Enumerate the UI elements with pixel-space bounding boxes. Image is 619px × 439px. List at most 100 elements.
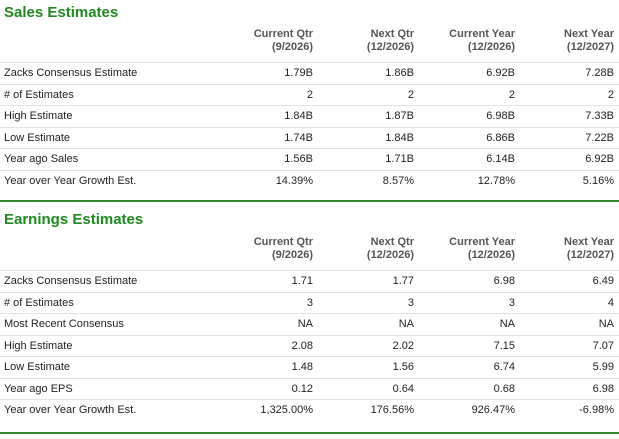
header-line: (12/2027) — [566, 41, 614, 53]
cell: 6.92B — [486, 67, 515, 79]
cell: 5.99 — [592, 361, 614, 373]
table-row: # of Estimates 3 3 3 4 — [0, 291, 619, 314]
header-line: (12/2026) — [366, 249, 414, 261]
row-label: Year ago Sales — [4, 153, 79, 165]
table-row: Year over Year Growth Est. 14.39% 8.57% 12.… — [0, 169, 619, 192]
header-line: Current Year — [449, 236, 515, 248]
cell: 1.77 — [392, 275, 414, 287]
cell: 0.64 — [392, 382, 414, 395]
table-row: Year ago Sales 1.56B 1.71B 6.14B 6.92B — [0, 148, 619, 170]
cell: 1.56 — [392, 361, 414, 373]
cell: 926.47% — [471, 404, 515, 416]
header-row: Current Qtr (9/2026) Next Qtr (12/2026) Curr… — [0, 234, 619, 270]
cell: 6.14B — [486, 153, 515, 165]
row-label: High Estimate — [4, 110, 73, 122]
column-header: Next Qtr (12/2026) — [317, 28, 418, 62]
row-label: Year over Year Growth Est. — [4, 174, 137, 187]
cell: 1.87B — [385, 110, 414, 122]
header-line: Current Qtr — [253, 236, 313, 248]
table-row: Low Estimate 1.48 1.56 6.74 5.99 — [0, 356, 619, 378]
header-line: Next Qtr — [370, 28, 414, 40]
row-label: Most Recent Consensus — [4, 318, 124, 330]
row-label: Zacks Consensus Estimate — [4, 275, 138, 287]
column-header: Next Year (12/2027) — [519, 28, 618, 62]
cell: 3 — [306, 296, 313, 309]
table-row: Year over Year Growth Est. 1,325.00% 176.5… — [0, 399, 619, 421]
table-row: Low Estimate 1.74B 1.84B 6.86B 7.22B — [0, 126, 619, 149]
table-row: # of Estimates 2 2 2 2 — [0, 83, 619, 106]
cell: 1,325.00% — [260, 404, 313, 416]
section-title: Sales Estimates — [4, 4, 119, 21]
row-label: Low Estimate — [4, 131, 71, 144]
cell: 3 — [508, 296, 515, 309]
cell: 176.56% — [370, 404, 414, 416]
cell: 2 — [508, 88, 515, 101]
header-line: Current Year — [449, 28, 515, 40]
header-line: (12/2026) — [366, 41, 414, 53]
cell: 7.22B — [585, 131, 614, 144]
cell: 2 — [607, 88, 614, 101]
cell: 1.84B — [385, 131, 414, 144]
cell: 1.86B — [385, 67, 414, 79]
table-row: Zacks Consensus Estimate 1.71 1.77 6.98 6.49 — [0, 270, 619, 292]
spacer — [0, 421, 619, 432]
header-line: (9/2026) — [272, 249, 313, 261]
cell: NA — [398, 318, 414, 330]
row-label: Low Estimate — [4, 361, 71, 373]
cell: 5.16% — [582, 174, 614, 187]
row-label: Zacks Consensus Estimate — [4, 67, 138, 79]
cell: 6.98 — [493, 275, 515, 287]
header-row: Current Qtr (9/2026) Next Qtr (12/2026) Curr… — [0, 28, 619, 62]
cell: 14.39% — [275, 174, 313, 187]
table-row: High Estimate 1.84B 1.87B 6.98B 7.33B — [0, 105, 619, 127]
cell: 6.92B — [585, 153, 614, 165]
spacer — [0, 191, 619, 200]
header-line: Next Qtr — [370, 236, 414, 248]
column-header: Current Year (12/2026) — [418, 236, 519, 270]
cell: 6.49 — [592, 275, 614, 287]
table-row: Most Recent Consensus NA NA NA NA — [0, 313, 619, 335]
row-label: High Estimate — [4, 339, 73, 352]
cell: 2.02 — [392, 339, 414, 352]
cell: 3 — [407, 296, 414, 309]
header-line: Next Year — [564, 236, 614, 248]
table-row: Year ago EPS 0.12 0.64 0.68 6.98 — [0, 377, 619, 400]
cell: NA — [598, 318, 614, 330]
column-header: Current Year (12/2026) — [418, 28, 519, 62]
cell: NA — [297, 318, 313, 330]
cell: 1.71 — [291, 275, 313, 287]
cell: 1.74B — [284, 131, 313, 144]
column-header: Current Qtr (9/2026) — [218, 236, 317, 270]
header-line: (12/2026) — [467, 249, 515, 261]
column-header: Next Year (12/2027) — [519, 236, 618, 270]
cell: 6.98B — [486, 110, 515, 122]
cell: 6.74 — [493, 361, 515, 373]
cell: 1.71B — [385, 153, 414, 165]
header-line: Current Qtr — [253, 28, 313, 40]
column-header: Next Qtr (12/2026) — [317, 236, 418, 270]
column-header: Current Qtr (9/2026) — [218, 28, 317, 62]
cell: 1.84B — [284, 110, 313, 122]
header-spacer — [0, 28, 218, 62]
cell: 1.56B — [284, 153, 313, 165]
table-row: Zacks Consensus Estimate 1.79B 1.86B 6.92B 7… — [0, 62, 619, 84]
cell: 7.15 — [493, 339, 515, 352]
cell: 0.68 — [493, 382, 515, 395]
section-title: Earnings Estimates — [4, 211, 144, 228]
row-label: # of Estimates — [4, 296, 74, 309]
header-spacer — [0, 236, 218, 270]
cell: NA — [499, 318, 515, 330]
cell: 2 — [306, 88, 313, 101]
cell: 8.57% — [382, 174, 414, 187]
cell: 6.98 — [592, 382, 614, 395]
cell: 2.08 — [291, 339, 313, 352]
cell: 7.28B — [585, 67, 614, 79]
row-label: Year ago EPS — [4, 382, 73, 395]
cell: -6.98% — [579, 404, 614, 416]
cell: 7.07 — [592, 339, 614, 352]
cell: 1.79B — [284, 67, 313, 79]
section: Sales Estimates Current Qtr (9/2026) Next Q… — [0, 0, 619, 202]
cell: 1.48 — [291, 361, 313, 373]
